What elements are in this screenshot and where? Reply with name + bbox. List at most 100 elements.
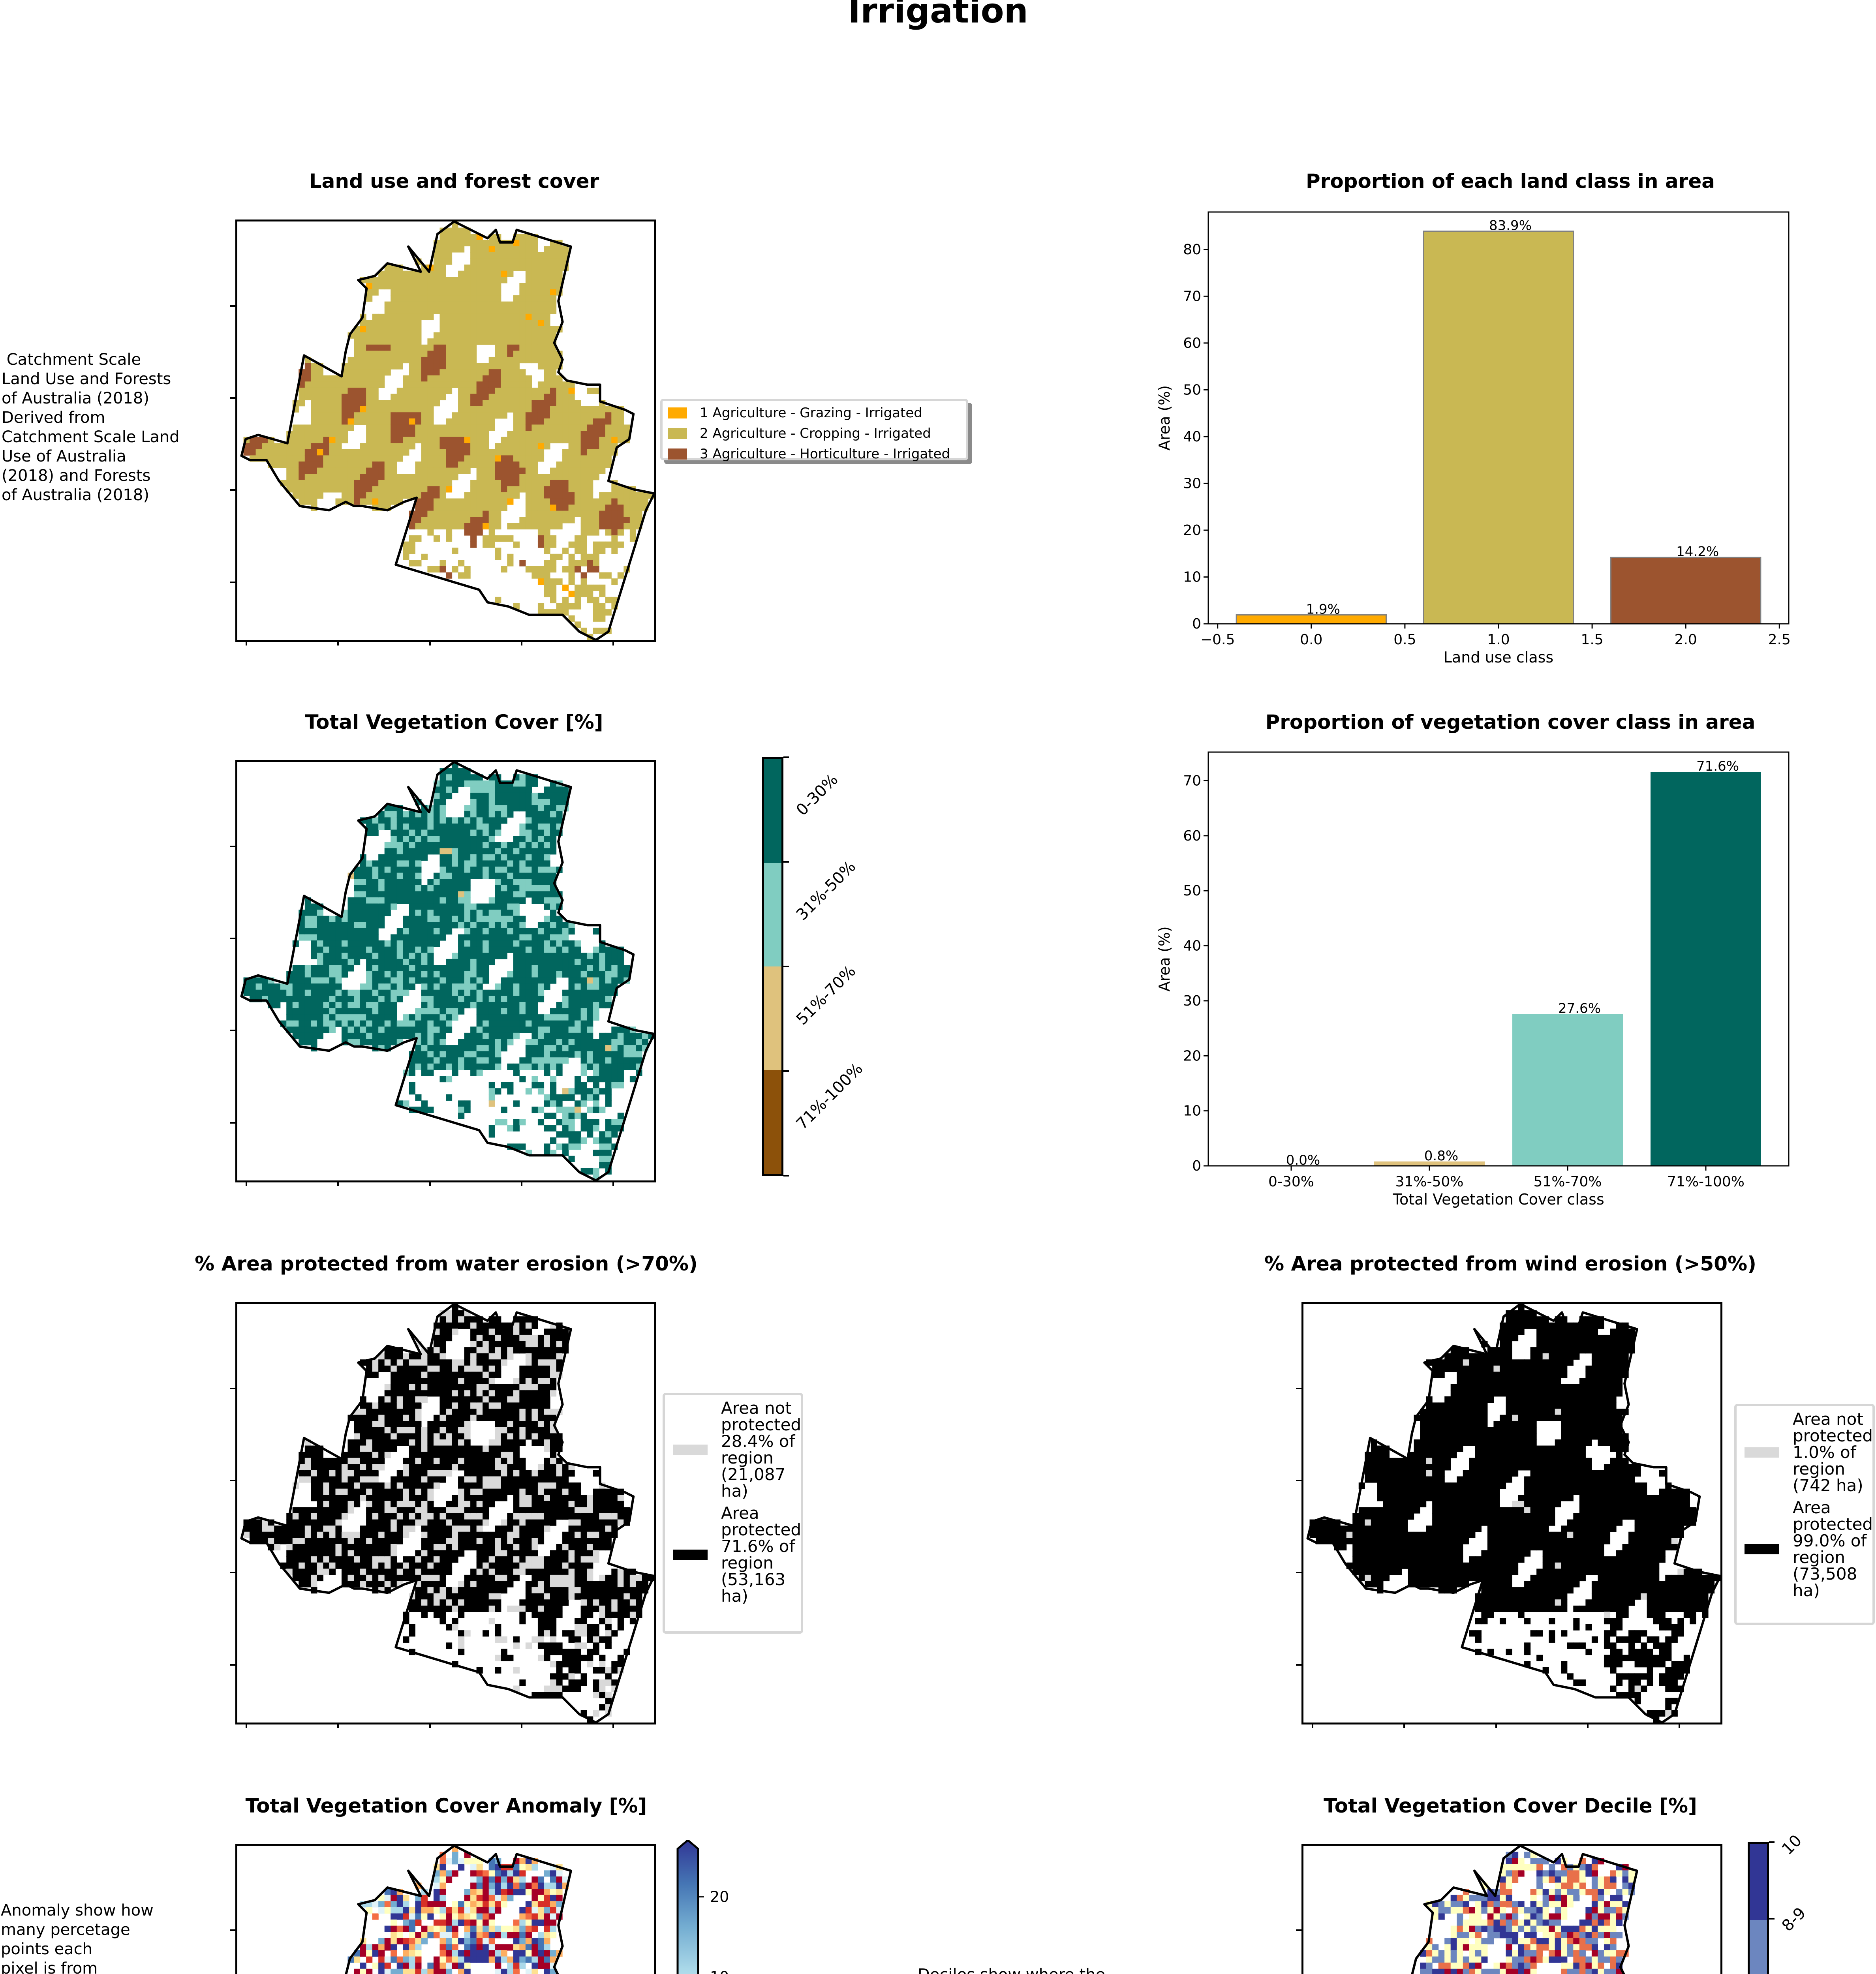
map-pixel — [409, 320, 415, 326]
map-pixel — [409, 1378, 415, 1385]
map-pixel — [384, 1569, 391, 1575]
map-pixel — [427, 1550, 434, 1557]
map-pixel — [421, 1445, 428, 1452]
map-pixel — [366, 443, 373, 450]
map-pixel — [421, 1384, 428, 1390]
map-pixel — [366, 1574, 373, 1582]
map-pixel — [446, 461, 453, 468]
map-pixel — [403, 554, 409, 560]
legend-swatch — [668, 407, 687, 418]
map-pixel — [396, 308, 403, 314]
map-pixel — [427, 412, 434, 419]
map-pixel — [568, 1032, 575, 1040]
map-pixel — [501, 437, 507, 443]
map-pixel — [452, 1045, 458, 1052]
map-pixel — [452, 1402, 458, 1409]
map-pixel — [550, 535, 557, 542]
map-pixel — [483, 338, 489, 345]
map-pixel — [354, 351, 361, 357]
map-pixel — [580, 517, 587, 524]
map-pixel — [617, 517, 624, 524]
map-pixel — [488, 922, 495, 929]
map-pixel — [507, 357, 514, 364]
map-pixel — [495, 891, 501, 898]
map-pixel — [519, 381, 526, 388]
map-pixel — [587, 1057, 593, 1064]
map-pixel — [446, 965, 453, 972]
map-pixel — [537, 510, 545, 517]
map-pixel — [446, 1334, 453, 1342]
map-pixel — [593, 1125, 599, 1131]
map-pixel — [556, 1106, 563, 1113]
map-pixel — [599, 498, 606, 505]
map-pixel — [262, 449, 269, 456]
map-pixel — [537, 873, 545, 879]
map-pixel — [335, 928, 342, 935]
map-pixel — [452, 1329, 458, 1335]
map-pixel — [421, 817, 428, 824]
map-pixel — [464, 1513, 471, 1520]
map-pixel — [562, 486, 569, 493]
map-pixel — [439, 313, 446, 321]
map-pixel — [366, 394, 373, 400]
map-pixel — [421, 1544, 428, 1551]
map-pixel — [593, 971, 599, 978]
map-pixel — [476, 1402, 483, 1409]
map-pixel — [507, 406, 514, 413]
map-pixel — [311, 928, 317, 935]
map-pixel — [464, 289, 471, 296]
map-pixel — [575, 1032, 581, 1040]
map-pixel — [568, 572, 575, 579]
map-pixel — [360, 1458, 366, 1464]
map-pixel — [599, 627, 606, 634]
map-pixel — [544, 792, 550, 799]
map-pixel — [342, 1488, 348, 1495]
map-pixel — [409, 867, 415, 873]
map-pixel — [299, 1550, 305, 1557]
map-pixel — [556, 492, 563, 499]
map-pixel — [427, 1008, 434, 1015]
map-pixel — [525, 842, 532, 848]
map-pixel — [476, 989, 483, 996]
map-pixel — [483, 811, 489, 818]
map-pixel — [421, 836, 428, 843]
map-pixel — [378, 953, 385, 959]
map-pixel — [433, 363, 440, 370]
map-pixel — [403, 387, 409, 394]
map-pixel — [550, 486, 557, 493]
map-pixel — [286, 983, 293, 990]
map-pixel — [366, 897, 373, 904]
bar — [1610, 557, 1761, 625]
map-pixel — [366, 1452, 373, 1458]
map-pixel — [360, 467, 366, 474]
map-pixel — [488, 246, 495, 253]
legend-label: 1 Agriculture - Grazing - Irrigated — [700, 405, 922, 421]
map-pixel — [513, 308, 520, 314]
map-pixel — [483, 308, 489, 314]
map-pixel — [446, 1501, 453, 1508]
map-pixel — [458, 848, 465, 855]
map-pixel — [421, 289, 428, 296]
map-pixel — [495, 860, 501, 867]
map-pixel — [433, 332, 440, 339]
map-pixel — [299, 1574, 305, 1582]
map-pixel — [562, 406, 569, 413]
map-pixel — [403, 965, 409, 972]
map-pixel — [433, 289, 440, 296]
land-use-source-note: Catchment Scale Land Use and Forests of … — [2, 351, 180, 504]
map-pixel — [544, 326, 550, 333]
map-pixel — [562, 1119, 569, 1126]
map-pixel — [525, 1002, 532, 1009]
map-pixel — [391, 848, 397, 855]
map-pixel — [599, 959, 606, 966]
map-pixel — [366, 1513, 373, 1520]
map-pixel — [464, 971, 471, 978]
map-pixel — [409, 879, 415, 886]
map-pixel — [488, 823, 495, 830]
map-pixel — [384, 1039, 391, 1045]
map-pixel — [439, 517, 446, 524]
map-pixel — [323, 996, 330, 1002]
map-pixel — [568, 437, 575, 443]
map-pixel — [384, 1032, 391, 1040]
map-pixel — [513, 240, 520, 246]
